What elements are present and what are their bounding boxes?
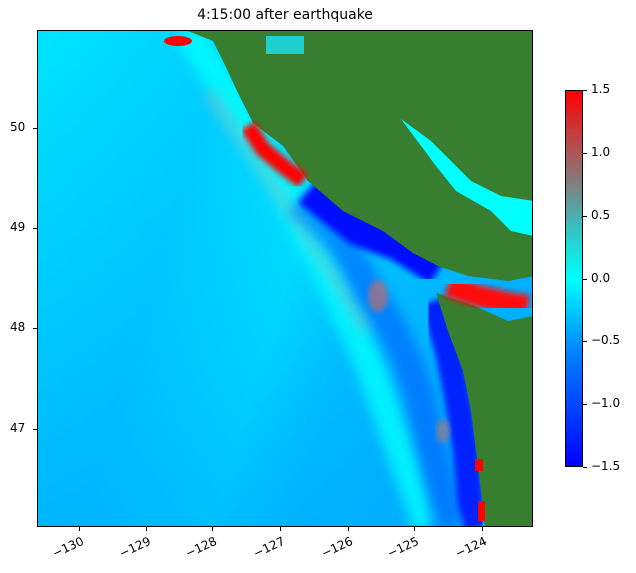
y-tick-label: 47 — [10, 421, 26, 435]
colorbar-tick-label: 1.0 — [591, 145, 611, 159]
x-tick-label: −128 — [183, 534, 219, 561]
chart-title: 4:15:00 after earthquake — [197, 7, 373, 23]
y-tick-label: 50 — [10, 120, 26, 134]
colorbar-tick-mark — [583, 467, 587, 468]
coastal-blue-band-south — [420, 297, 491, 526]
x-tick-label: −130 — [50, 534, 86, 561]
red-spot — [475, 459, 483, 471]
y-tick-mark — [33, 429, 37, 430]
x-tick-label: −125 — [385, 534, 421, 561]
land — [436, 293, 532, 526]
x-tick-mark — [280, 527, 281, 531]
x-tick-label: −129 — [117, 534, 153, 561]
top-inlet — [266, 36, 304, 54]
x-tick-mark — [414, 527, 415, 531]
y-tick-label: 49 — [10, 220, 26, 234]
x-tick-mark — [79, 527, 80, 531]
x-tick-mark — [348, 527, 349, 531]
strait-red-band — [444, 275, 530, 317]
colorbar — [565, 90, 583, 467]
colorbar-tick-label: 0.0 — [591, 271, 611, 285]
coastal-red-band — [241, 121, 308, 188]
red-spot — [164, 36, 192, 46]
y-tick-label: 48 — [10, 320, 26, 334]
colorbar-tick-label: −0.5 — [591, 333, 621, 347]
colorbar-tick-label: −1.0 — [591, 396, 621, 410]
colorbar-tick-mark — [583, 341, 587, 342]
x-tick-mark — [212, 527, 213, 531]
x-tick-label: −126 — [319, 534, 355, 561]
colorbar-tick-mark — [583, 404, 587, 405]
strait-of-georgia — [401, 119, 532, 236]
x-tick-mark — [146, 527, 147, 531]
offshore-blue-band — [288, 189, 463, 526]
plot-area — [37, 30, 533, 527]
gray-crest — [202, 87, 374, 335]
red-spot — [478, 501, 485, 521]
colorbar-tick-mark — [583, 90, 587, 91]
colorbar-tick-mark — [583, 279, 587, 280]
x-tick-mark — [482, 527, 483, 531]
colorbar-tick-label: 1.5 — [591, 82, 611, 96]
colorbar-tick-mark — [583, 153, 587, 154]
x-tick-label: −124 — [453, 534, 489, 561]
surface-map — [38, 31, 532, 526]
gray-blob — [436, 419, 450, 443]
land — [188, 31, 532, 281]
colorbar-tick-mark — [583, 216, 587, 217]
colorbar-tick-label: −1.5 — [591, 459, 621, 473]
coastal-blue-band-north — [298, 179, 446, 284]
y-tick-mark — [33, 128, 37, 129]
colorbar-tick-label: 0.5 — [591, 208, 611, 222]
gray-blob — [368, 280, 388, 312]
y-tick-mark — [33, 228, 37, 229]
y-tick-mark — [33, 328, 37, 329]
x-tick-label: −127 — [251, 534, 287, 561]
